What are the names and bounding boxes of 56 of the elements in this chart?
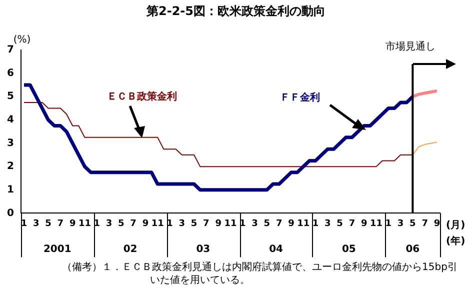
y-tick-label: 5 [6,91,14,102]
x-tick-label: 1 [20,218,28,229]
text: ＦＦ金利 [280,92,320,104]
x-tick-label: 3 [178,218,186,229]
y-tick-label: 1 [6,184,14,196]
text: 03 [196,244,210,255]
y-tick-label: 7 [6,44,14,56]
x-tick-label: 11 [151,218,164,229]
x-tick-label: 1 [385,218,392,229]
text: 2001 [43,244,72,255]
text: 04 [269,244,284,255]
x-tick-label: 5 [410,218,416,229]
chart-title: 第2-2-5図：欧米政策金利の動向 [145,4,326,18]
x-tick-label: 5 [118,218,124,229]
text: 02 [123,244,138,255]
x-tick-label: 3 [33,218,40,229]
y-tick-label: 0 [6,208,14,219]
ref-line-label: 市場見通し [386,40,436,53]
y-tick-label: 3 [6,138,14,149]
x-tick-label: 1 [94,218,100,229]
x-tick-label: 5 [336,218,343,229]
x-tick-label: 7 [57,218,64,229]
text: (年) [446,234,466,247]
x-tick-label: 11 [78,218,91,229]
x-tick-label: 5 [190,218,198,229]
x-tick-label: 7 [130,218,136,229]
x-tick-label: 9 [215,218,222,229]
x-tick-label: 3 [324,218,331,229]
x-tick-label: 11 [297,218,310,229]
x-axis-title: (月) [446,220,466,231]
x-tick-label: 7 [203,218,210,229]
x-tick-label: 5 [264,218,270,229]
x-tick-label: 3 [397,218,404,229]
x-tick-label: 1 [166,218,173,229]
x-tick-label: 7 [276,218,282,229]
x-tick-label: 5 [45,218,52,229]
text: 06 [406,244,420,255]
x-tick-label: 9 [288,218,294,229]
x-tick-label: 1 [312,218,319,229]
y-axis-title: (%) [13,34,31,46]
x-tick-label: 11 [224,218,237,229]
y-tick-label: 2 [6,161,14,172]
x-tick-label: 3 [252,218,258,229]
x-tick-label: 7 [348,218,356,229]
text: （備考）１．ＥＣＢ政策金利見通しは内閣府試算値で、ユーロ金利先物の値から15bp引いた値を用いている。 [62,260,458,286]
x-tick-label: 9 [69,218,76,229]
x-tick-label: 3 [106,218,112,229]
text: 05 [342,244,356,255]
x-tick-label: 7 [422,218,428,229]
x-tick-label: 9 [142,218,149,229]
text: ＥＣＢ政策金利 [107,90,177,103]
x-tick-label: 11 [370,218,382,229]
x-tick-label: 9 [360,218,368,229]
y-tick-label: 6 [6,68,14,79]
y-tick-label: 4 [6,114,14,126]
x-tick-label: 9 [434,218,440,229]
